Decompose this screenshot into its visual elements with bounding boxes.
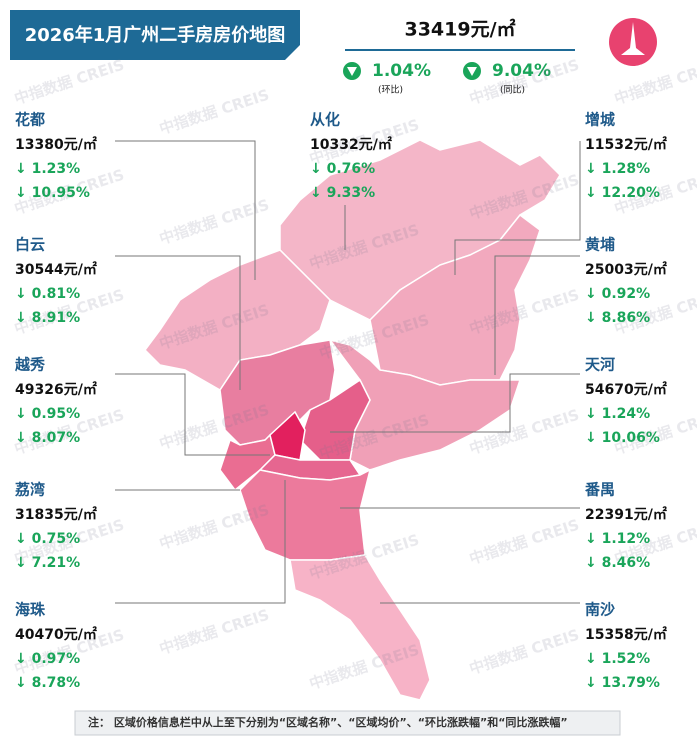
- district-price: 13380元/㎡: [15, 136, 97, 153]
- district-mom: ↓ 1.23%: [15, 161, 80, 177]
- district-price: 15358元/㎡: [585, 626, 667, 643]
- region-huadu: [144, 249, 331, 391]
- district-name: 番禺: [584, 481, 615, 499]
- district-yoy: ↓ 7.21%: [15, 555, 80, 571]
- district-mom: ↓ 1.24%: [585, 406, 650, 422]
- district-mom: ↓ 1.12%: [585, 531, 650, 547]
- district-price: 31835元/㎡: [15, 506, 97, 523]
- district-mom: ↓ 1.28%: [585, 161, 650, 177]
- district-mom: ↓ 1.52%: [585, 651, 650, 667]
- leader-line: [115, 480, 286, 604]
- district-mom: ↓ 0.76%: [310, 161, 375, 177]
- map: [144, 139, 561, 701]
- district-yoy: ↓ 12.20%: [585, 185, 660, 201]
- district-name: 越秀: [14, 356, 46, 374]
- region-tianhe: [299, 378, 371, 461]
- district-price: 30544元/㎡: [15, 261, 97, 278]
- district-name: 黄埔: [585, 236, 615, 254]
- watermark: 中指数据 CREIS: [157, 196, 271, 248]
- leader-line: [115, 255, 241, 390]
- overall-price: 33419元/㎡: [404, 18, 515, 41]
- leader-line: [115, 373, 270, 456]
- district-price: 10332元/㎡: [310, 136, 392, 153]
- leader-line: [115, 140, 256, 280]
- district-yoy: ↓ 8.91%: [15, 310, 80, 326]
- leader-line: [454, 141, 581, 275]
- region-conghua: [279, 139, 561, 321]
- district-name: 海珠: [15, 601, 46, 619]
- district-labels: 花都 13380元/㎡ ↓ 1.23% ↓ 10.95% 从化 10332元/㎡ ↓ 0.7…: [14, 111, 667, 692]
- down-icon-arrow: [347, 67, 357, 76]
- district-price: 11532元/㎡: [585, 136, 667, 153]
- leader-line: [330, 373, 580, 433]
- district-name: 天河: [585, 356, 615, 374]
- watermark: 中指数据 CREIS: [12, 56, 126, 108]
- region-yuexiu: [269, 410, 306, 461]
- district-name: 南沙: [585, 601, 615, 619]
- district-mom: ↓ 0.75%: [15, 531, 80, 547]
- down-icon-arrow: [467, 67, 477, 76]
- note: 注： 区域价格信息栏中从上至下分别为“区域名称”、“区域均价”、“环比涨跌幅”和…: [74, 710, 621, 736]
- logo-tower: [621, 22, 645, 55]
- leader-lines: [115, 140, 581, 604]
- leader-line: [494, 255, 580, 375]
- region-nansha: [289, 554, 431, 701]
- district-price: 49326元/㎡: [15, 381, 97, 398]
- district-price: 40470元/㎡: [15, 626, 97, 643]
- overall-mom: 1.04%: [372, 61, 431, 81]
- district-yoy: ↓ 8.46%: [585, 555, 650, 571]
- district-mom: ↓ 0.95%: [15, 406, 80, 422]
- title: 2026年1月广州二手房房价地图: [25, 24, 286, 46]
- district-name: 荔湾: [15, 481, 45, 499]
- district-price: 54670元/㎡: [585, 381, 667, 398]
- title-banner: [10, 10, 300, 60]
- district-yoy: ↓ 10.95%: [15, 185, 90, 201]
- region-panyu: [239, 468, 372, 561]
- district-name: 白云: [15, 236, 45, 254]
- district-price: 25003元/㎡: [585, 261, 667, 278]
- watermark: 中指数据 CREIS: [157, 86, 271, 138]
- overall-yoy: 9.04%: [492, 61, 551, 81]
- note-text: 注： 区域价格信息栏中从上至下分别为“区域名称”、“区域均价”、“环比涨跌幅”和…: [88, 715, 568, 729]
- overall-yoy-label: (同比): [500, 84, 525, 96]
- district-name: 花都: [15, 111, 45, 129]
- district-yoy: ↓ 8.78%: [15, 675, 80, 691]
- watermark: 中指数据 CREIS: [157, 606, 271, 658]
- district-mom: ↓ 0.97%: [15, 651, 80, 667]
- district-yoy: ↓ 9.33%: [310, 185, 375, 201]
- header: 2026年1月广州二手房房价地图 33419元/㎡ 1.04% (环比) 9.0…: [10, 10, 657, 96]
- district-yoy: ↓ 13.79%: [585, 675, 660, 691]
- district-mom: ↓ 0.92%: [585, 286, 650, 302]
- watermark: 中指数据 CREIS: [467, 516, 581, 568]
- watermark: 中指数据 CREIS: [467, 626, 581, 678]
- district-yoy: ↓ 8.86%: [585, 310, 650, 326]
- note-box: [74, 710, 621, 736]
- district-yoy: ↓ 8.07%: [15, 430, 80, 446]
- district-mom: ↓ 0.81%: [15, 286, 80, 302]
- district-yoy: ↓ 10.06%: [585, 430, 660, 446]
- district-price: 22391元/㎡: [585, 506, 667, 523]
- overall-mom-label: (环比): [378, 84, 403, 96]
- district-name: 增城: [585, 111, 615, 129]
- district-name: 从化: [310, 111, 340, 129]
